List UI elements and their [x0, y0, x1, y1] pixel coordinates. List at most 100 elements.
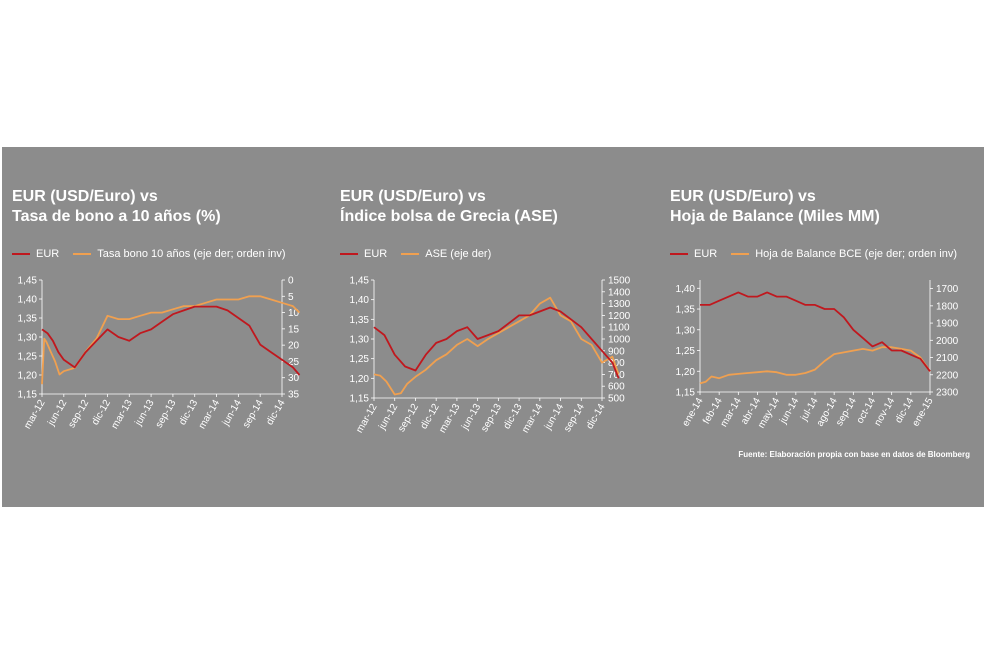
legend-label: EUR: [36, 248, 60, 260]
y-right-tick-label: 2200: [936, 370, 959, 381]
chart-title-line2: Hoja de Balance (Miles MM): [670, 208, 880, 225]
y-left-tick-label: 1,25: [350, 354, 370, 365]
y-right-tick-label: 5: [288, 292, 294, 303]
legend-label: Tasa bono 10 años (eje der; orden inv): [97, 248, 286, 260]
y-left-tick-label: 1,30: [18, 333, 38, 344]
y-right-tick-label: 25: [288, 357, 300, 368]
chart-title: EUR (USD/Euro) vs Hoja de Balance (Miles…: [670, 187, 880, 227]
chart-legend: EUR Tasa bono 10 años (eje der; orden in…: [12, 247, 300, 261]
chart-title-line2: Índice bolsa de Grecia (ASE): [340, 208, 558, 225]
x-tick-label: dic-13: [177, 398, 200, 427]
y-left-tick-label: 1,45: [18, 276, 38, 287]
x-tick-label: mar-13: [110, 398, 136, 431]
chart-balance: EUR (USD/Euro) vs Hoja de Balance (Miles…: [670, 147, 982, 507]
y-right-tick-label: 1000: [608, 335, 631, 346]
y-right-tick-label: 500: [608, 394, 625, 405]
y-left-tick-label: 1,25: [18, 352, 38, 363]
x-tick-label: jun-14: [777, 396, 801, 427]
legend-swatch-eur: [340, 253, 358, 255]
x-tick-label: dic-14: [584, 402, 607, 431]
legend-item-secondary: Tasa bono 10 años (eje der; orden inv): [73, 248, 286, 260]
y-left-tick-label: 1,35: [676, 305, 696, 316]
x-tick-label: sep-12: [396, 402, 421, 434]
legend-item-secondary: ASE (eje der): [401, 248, 491, 260]
chart-legend: EUR Hoja de Balance BCE (eje der; orden …: [670, 247, 971, 261]
x-tick-label: dic-14: [264, 398, 287, 427]
x-tick-label: mar-12: [354, 402, 380, 435]
legend-item-eur: EUR: [340, 248, 387, 260]
chart-title: EUR (USD/Euro) vs Índice bolsa de Grecia…: [340, 187, 558, 227]
y-left-tick-label: 1,20: [18, 371, 38, 382]
legend-swatch-secondary: [731, 253, 750, 255]
x-tick-label: mar-14: [197, 398, 223, 431]
chart-ase: EUR (USD/Euro) vs Índice bolsa de Grecia…: [340, 147, 640, 507]
chart-panel: EUR (USD/Euro) vs Tasa de bono a 10 años…: [2, 147, 984, 507]
chart-title-line1: EUR (USD/Euro) vs: [12, 188, 158, 205]
y-left-tick-label: 1,45: [350, 276, 370, 287]
y-right-tick-label: 800: [608, 358, 625, 369]
chart-title-line2: Tasa de bono a 10 años (%): [12, 208, 221, 225]
x-tick-label: ene-14: [681, 396, 706, 429]
chart-legend: EUR ASE (eje der): [340, 247, 505, 261]
y-left-tick-label: 1,40: [350, 295, 370, 306]
legend-item-secondary: Hoja de Balance BCE (eje der; orden inv): [731, 248, 957, 260]
y-right-tick-label: 30: [288, 373, 300, 384]
y-right-tick-label: 10: [288, 308, 300, 319]
legend-item-eur: EUR: [670, 248, 717, 260]
y-right-tick-label: 1700: [936, 284, 959, 295]
y-right-tick-label: 2000: [936, 336, 959, 347]
y-right-tick-label: 2100: [936, 353, 959, 364]
x-tick-label: mar-14: [520, 402, 546, 435]
y-right-tick-label: 1500: [608, 276, 631, 287]
legend-swatch-eur: [12, 253, 30, 255]
plot-area: 1,151,201,251,301,351,401,45500600700800…: [350, 276, 631, 435]
x-tick-label: sep-14: [562, 402, 587, 434]
plot-area: 1,15 1,20 1,25 1,30 1,35 1,40 1700 1800 1900 2000…: [676, 280, 959, 430]
legend-label: Hoja de Balance BCE (eje der; orden inv): [755, 248, 958, 260]
y-right-tick-label: 1200: [608, 311, 631, 322]
y-left-tick-label: 1,15: [676, 388, 696, 399]
x-tick-label: dic-12: [90, 398, 113, 427]
y-left-tick-label: 1,20: [676, 367, 696, 378]
y-right-tick-label: 900: [608, 346, 625, 357]
y-left-tick-label: 1,25: [676, 346, 696, 357]
chart-bond: EUR (USD/Euro) vs Tasa de bono a 10 años…: [12, 147, 312, 507]
legend-label: EUR: [694, 248, 718, 260]
x-tick-label: sep-13: [479, 402, 504, 434]
series-line-eur: [41, 305, 301, 376]
y-right-tick-label: 15: [288, 324, 300, 335]
y-right-tick-label: 1100: [608, 323, 630, 334]
legend-label: ASE (eje der): [425, 248, 492, 260]
y-right-tick-label: 1900: [936, 319, 959, 330]
y-right-tick-label: 35: [288, 390, 300, 401]
y-left-tick-label: 1,15: [18, 390, 38, 401]
y-left-tick-label: 1,40: [676, 284, 696, 295]
legend-label: EUR: [364, 248, 388, 260]
chart-title: EUR (USD/Euro) vs Tasa de bono a 10 años…: [12, 187, 221, 227]
legend-swatch-secondary: [401, 253, 420, 255]
y-right-tick-label: 1300: [608, 299, 631, 310]
y-left-tick-label: 1,20: [350, 374, 370, 385]
series-line-secondary: [373, 296, 620, 396]
x-tick-label: sep-12: [66, 398, 91, 430]
y-right-tick-label: 1800: [936, 301, 959, 312]
x-tick-label: sep-14: [241, 398, 266, 430]
legend-swatch-eur: [670, 253, 688, 255]
y-left-tick-label: 1,35: [350, 315, 370, 326]
chart-title-line1: EUR (USD/Euro) vs: [340, 188, 486, 205]
series-line-eur: [700, 291, 931, 372]
y-right-tick-label: 600: [608, 382, 625, 393]
y-right-tick-label: 20: [288, 341, 300, 352]
y-left-tick-label: 1,30: [350, 335, 370, 346]
y-right-tick-label: 1400: [608, 287, 631, 298]
legend-swatch-secondary: [73, 253, 92, 255]
series-line-secondary: [41, 295, 301, 385]
y-left-tick-label: 1,30: [676, 325, 696, 336]
y-right-tick-label: 2300: [936, 388, 959, 399]
y-left-tick-label: 1,15: [350, 394, 370, 405]
plot-area: 1,15 1,20 1,25 1,30 1,35 1,40 1,45 0 5 10 15 20 25 30…: [18, 276, 301, 431]
series-line-secondary: [699, 346, 931, 385]
x-tick-label: mar-13: [437, 402, 463, 435]
series-line-eur: [373, 306, 620, 379]
source-note: Fuente: Elaboración propia con base en d…: [738, 450, 970, 459]
